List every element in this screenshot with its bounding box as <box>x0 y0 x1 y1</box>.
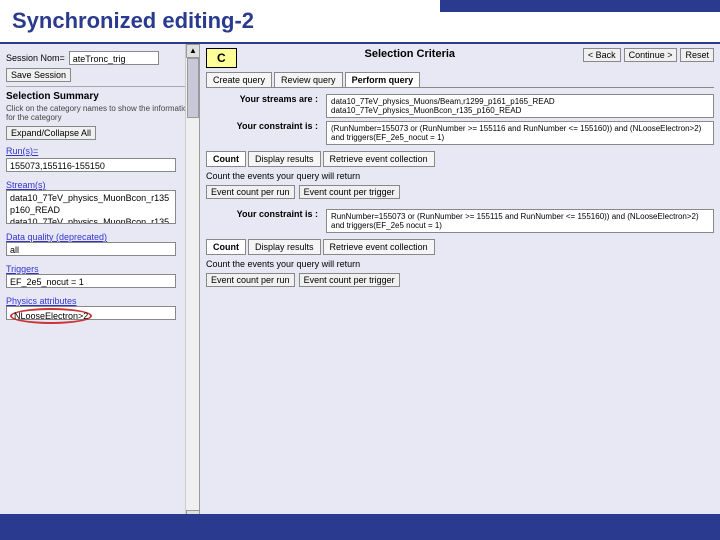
physattr-value[interactable]: NLooseElectron>2 <box>6 306 176 320</box>
constraint-display-1: (RunNumber=155073 or (RunNumber >= 15511… <box>326 121 714 145</box>
runs-link[interactable]: Run(s)= <box>6 146 38 156</box>
save-session-button[interactable]: Save Session <box>6 68 71 82</box>
sub-tab-count-2[interactable]: Count <box>206 239 246 255</box>
triggers-link[interactable]: Triggers <box>6 264 39 274</box>
sidebar: Session Nom= ateTronc_trig Save Session … <box>0 44 200 524</box>
content-area: C Selection Criteria < Back Continue > R… <box>200 44 720 524</box>
tab-perform-query[interactable]: Perform query <box>345 72 421 87</box>
sub-tab-retrieve-1[interactable]: Retrieve event collection <box>323 151 435 167</box>
scroll-up-icon[interactable]: ▲ <box>186 44 200 58</box>
expand-collapse-button[interactable]: Expand/Collapse All <box>6 126 96 140</box>
dq-link[interactable]: Data quality (deprecated) <box>6 232 107 242</box>
event-count-per-trigger-1[interactable]: Event count per trigger <box>299 185 400 199</box>
streams-link[interactable]: Stream(s) <box>6 180 46 190</box>
session-name-input[interactable]: ateTronc_trig <box>69 51 159 65</box>
continue-button[interactable]: Continue > <box>624 48 678 62</box>
constraint-label-1: Your constraint is : <box>206 121 326 145</box>
event-count-per-trigger-2[interactable]: Event count per trigger <box>299 273 400 287</box>
sidebar-scrollbar[interactable]: ▲ ▼ <box>185 44 199 524</box>
event-count-per-run-2[interactable]: Event count per run <box>206 273 295 287</box>
selection-summary-title: Selection Summary <box>6 91 193 102</box>
streams-label: Your streams are : <box>206 94 326 118</box>
sub-tab-count-1[interactable]: Count <box>206 151 246 167</box>
sub-tab-display-2[interactable]: Display results <box>248 239 321 255</box>
session-name-label: Session Nom= <box>6 53 65 63</box>
scroll-thumb[interactable] <box>187 58 199 118</box>
sub-tabs-1: Count Display results Retrieve event col… <box>206 151 714 167</box>
tab-create-query[interactable]: Create query <box>206 72 272 87</box>
constraint-display-2: RunNumber=155073 or (RunNumber >= 155115… <box>326 209 714 233</box>
streams-value[interactable]: data10_7TeV_physics_MuonBcon_r135 p160_R… <box>6 190 176 224</box>
event-count-per-run-1[interactable]: Event count per run <box>206 185 295 199</box>
sub-tab-display-1[interactable]: Display results <box>248 151 321 167</box>
dq-value[interactable]: all <box>6 242 176 256</box>
count-desc-1: Count the events your query will return <box>206 171 714 181</box>
count-desc-2: Count the events your query will return <box>206 259 714 269</box>
selection-criteria-title: Selection Criteria <box>365 48 455 60</box>
reset-button[interactable]: Reset <box>680 48 714 62</box>
physattr-highlighted: NLooseElectron>2 <box>10 308 92 324</box>
title-accent <box>440 0 720 12</box>
c-badge: C <box>206 48 237 68</box>
sub-tabs-2: Count Display results Retrieve event col… <box>206 239 714 255</box>
sub-tab-retrieve-2[interactable]: Retrieve event collection <box>323 239 435 255</box>
triggers-value[interactable]: EF_2e5_nocut = 1 <box>6 274 176 288</box>
constraint-label-2: Your constraint is : <box>206 209 326 233</box>
streams-display: data10_7TeV_physics_Muons/Beam,r1299_p16… <box>326 94 714 118</box>
selection-summary-desc: Click on the category names to show the … <box>6 104 193 122</box>
page-title: Synchronized editing-2 <box>12 8 254 33</box>
runs-value[interactable]: 155073,155116-155150 <box>6 158 176 172</box>
bottom-bar <box>0 514 720 540</box>
back-button[interactable]: < Back <box>583 48 621 62</box>
physattr-link[interactable]: Physics attributes <box>6 296 77 306</box>
main-tabs: Create query Review query Perform query <box>206 72 714 88</box>
tab-review-query[interactable]: Review query <box>274 72 343 87</box>
